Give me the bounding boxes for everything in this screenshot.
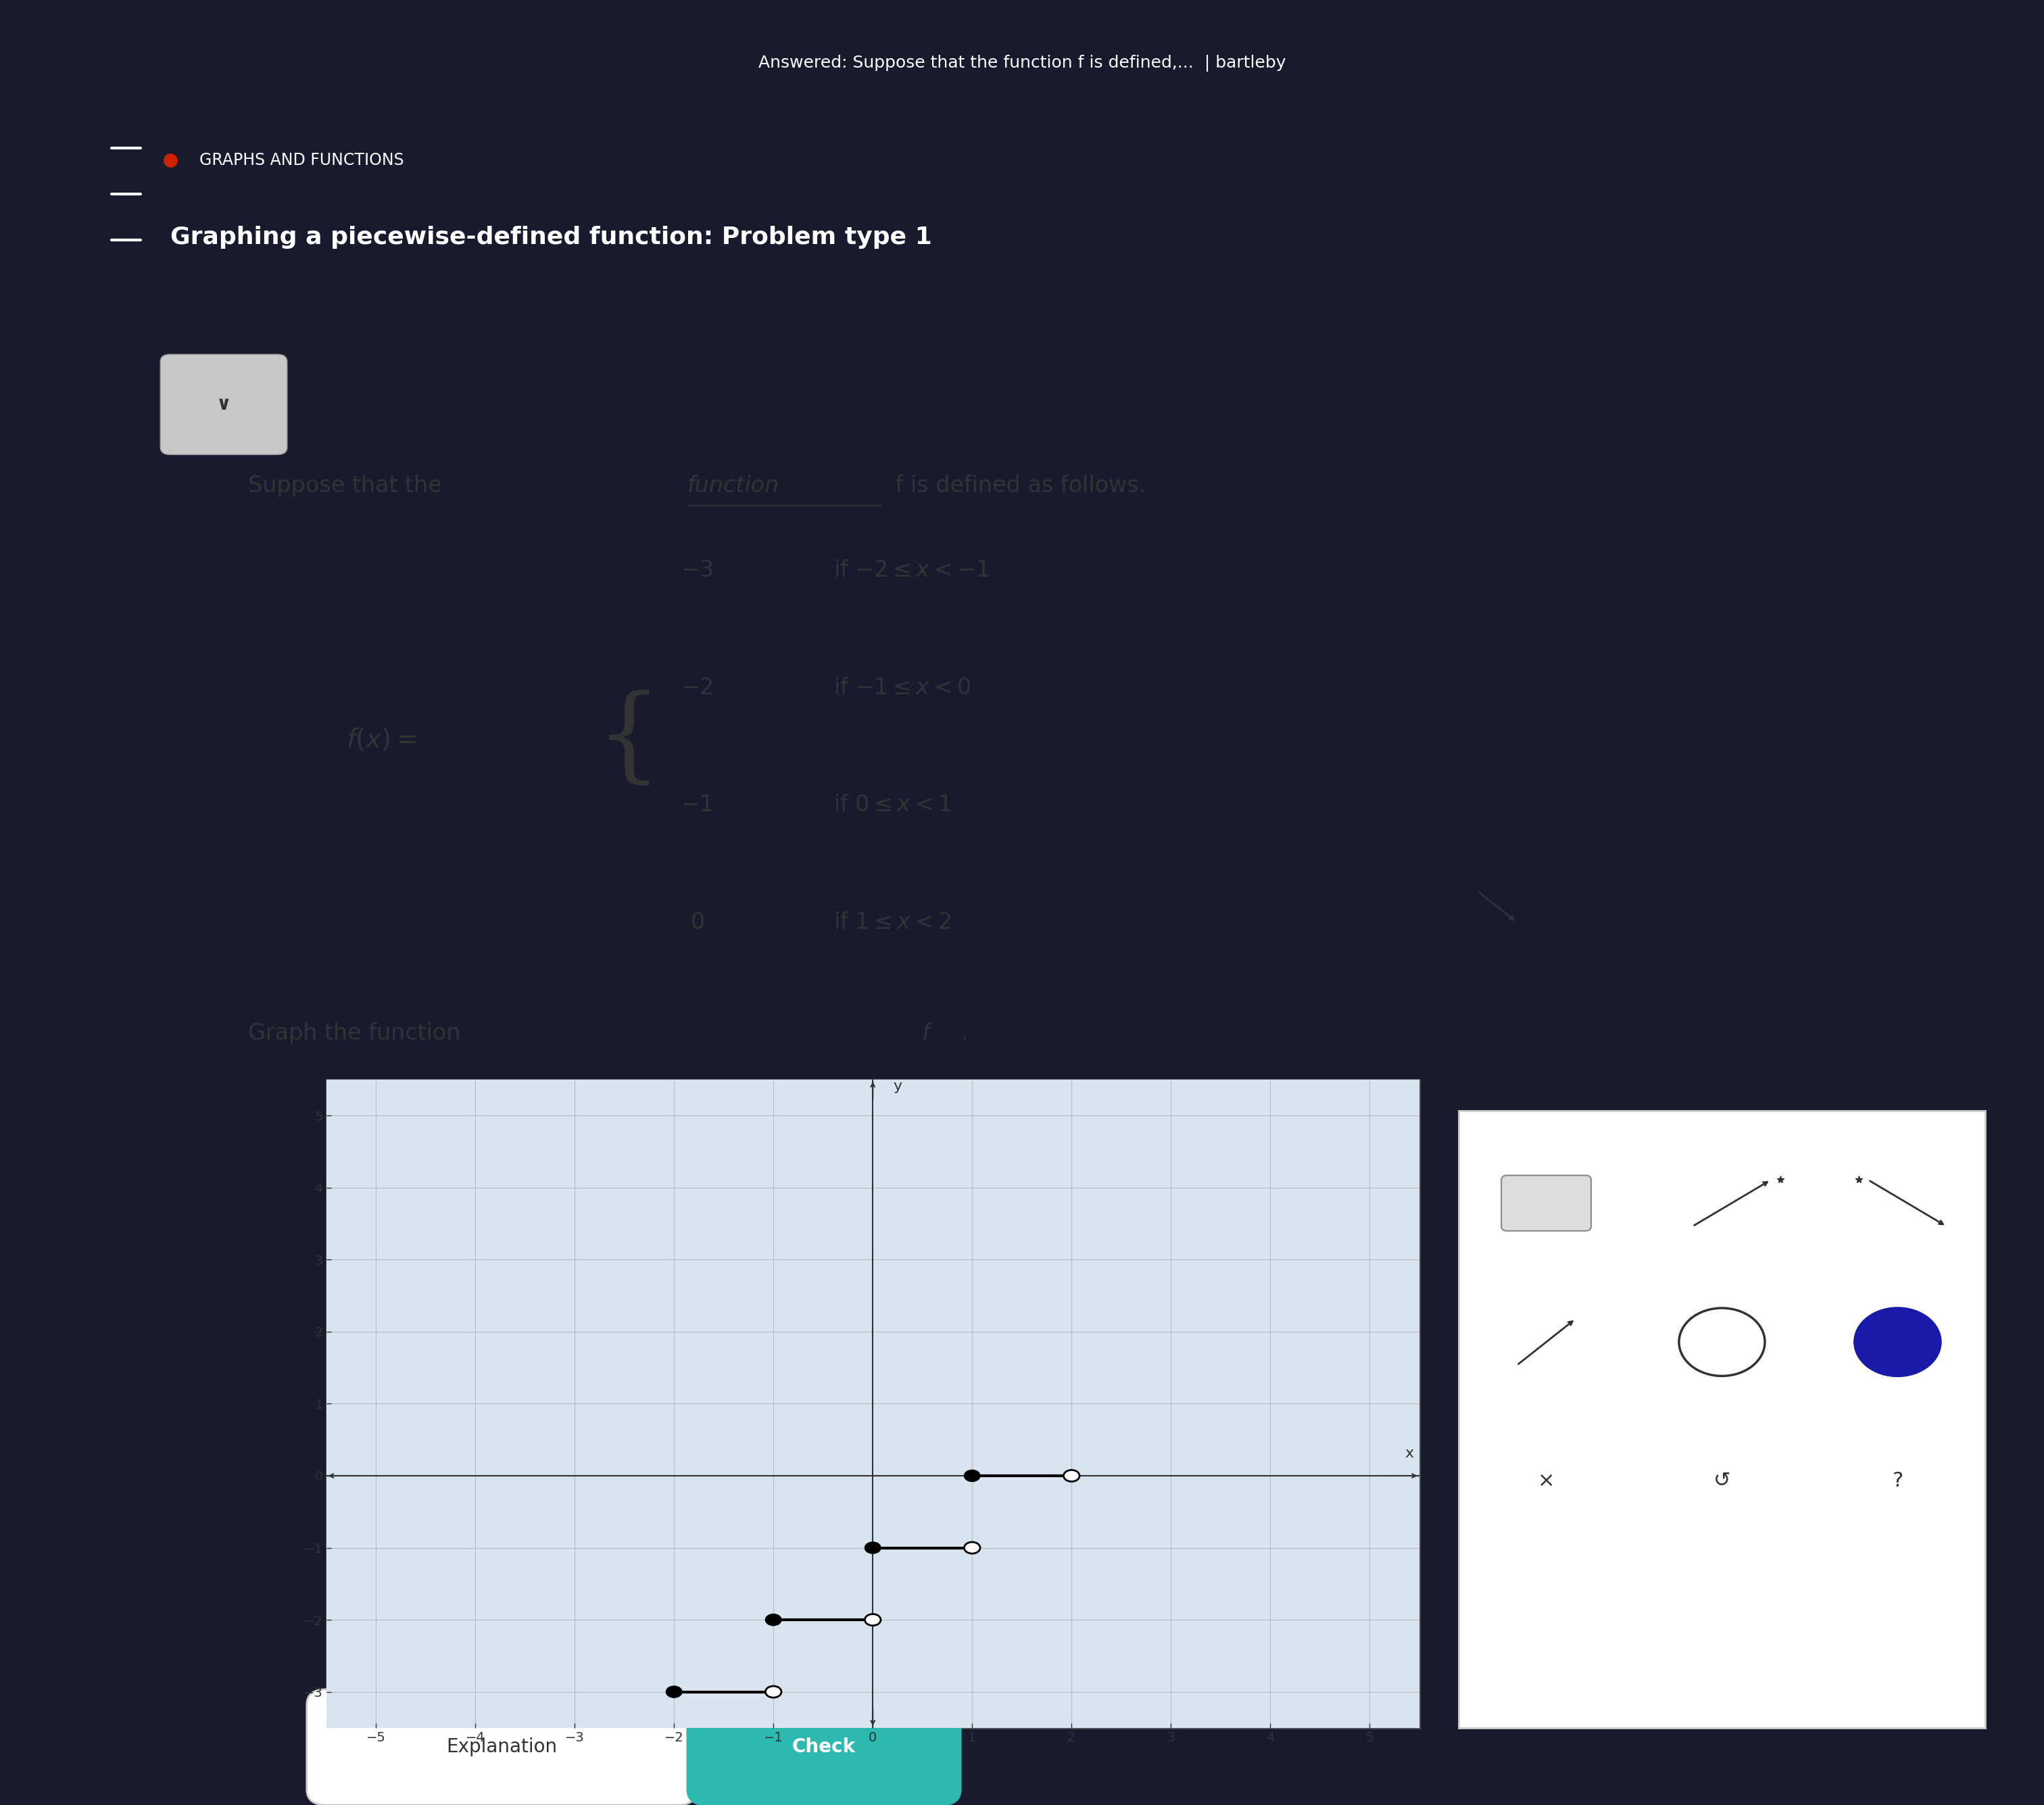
FancyBboxPatch shape	[327, 1079, 1419, 1727]
Circle shape	[965, 1469, 981, 1482]
Circle shape	[965, 1541, 981, 1554]
Text: Graph the function: Graph the function	[247, 1022, 468, 1045]
FancyBboxPatch shape	[1457, 1110, 1985, 1727]
Text: if $1\leq x < 2$: if $1\leq x < 2$	[834, 912, 953, 933]
Text: Suppose that the: Suppose that the	[247, 475, 450, 496]
Text: GRAPHS AND FUNCTIONS: GRAPHS AND FUNCTIONS	[200, 152, 405, 168]
Text: if $-2\leq x < -1$: if $-2\leq x < -1$	[834, 560, 989, 581]
FancyBboxPatch shape	[307, 1689, 697, 1805]
Text: y: y	[893, 1079, 901, 1094]
Text: ↺: ↺	[1713, 1471, 1731, 1491]
Circle shape	[865, 1541, 881, 1554]
Text: ×: ×	[1537, 1471, 1555, 1491]
Text: x: x	[1404, 1448, 1414, 1460]
FancyBboxPatch shape	[1502, 1175, 1590, 1231]
Text: ?: ?	[1893, 1471, 1903, 1491]
Text: $-1$: $-1$	[681, 794, 713, 816]
Text: Answered: Suppose that the function f is defined,...  | bartleby: Answered: Suppose that the function f is…	[758, 54, 1286, 72]
Text: f: f	[922, 1022, 930, 1045]
Circle shape	[1063, 1469, 1079, 1482]
Text: f is defined as follows.: f is defined as follows.	[889, 475, 1147, 496]
Text: Explanation: Explanation	[446, 1738, 558, 1756]
Text: $-3$: $-3$	[681, 560, 713, 581]
Text: if $0\leq x < 1$: if $0\leq x < 1$	[834, 794, 953, 816]
Circle shape	[666, 1686, 683, 1697]
FancyBboxPatch shape	[159, 354, 286, 455]
Circle shape	[1678, 1309, 1764, 1375]
Text: ∨: ∨	[217, 395, 231, 413]
Circle shape	[1854, 1309, 1940, 1375]
Circle shape	[865, 1614, 881, 1626]
Circle shape	[764, 1614, 781, 1626]
Text: {: {	[597, 690, 662, 791]
Text: function: function	[687, 475, 779, 496]
Text: $0$: $0$	[691, 912, 705, 933]
Text: $f(x) =$: $f(x) =$	[345, 727, 417, 753]
FancyBboxPatch shape	[687, 1689, 961, 1805]
Text: Check: Check	[793, 1738, 856, 1756]
Text: .: .	[961, 1022, 969, 1045]
Circle shape	[764, 1686, 781, 1697]
Text: $-2$: $-2$	[681, 677, 713, 699]
Text: Graphing a piecewise-defined function: Problem type 1: Graphing a piecewise-defined function: P…	[170, 226, 932, 249]
Text: if $-1\leq x < 0$: if $-1\leq x < 0$	[834, 677, 971, 699]
